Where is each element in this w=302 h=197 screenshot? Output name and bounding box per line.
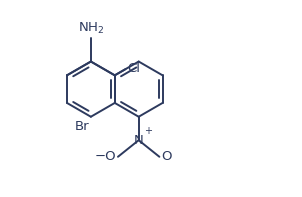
Text: +: + (144, 126, 152, 136)
Text: Cl: Cl (128, 62, 141, 75)
Text: O: O (161, 150, 172, 163)
Text: N: N (134, 134, 143, 147)
Text: −O: −O (94, 150, 116, 163)
Text: Br: Br (74, 120, 89, 133)
Text: NH$_2$: NH$_2$ (78, 21, 104, 36)
